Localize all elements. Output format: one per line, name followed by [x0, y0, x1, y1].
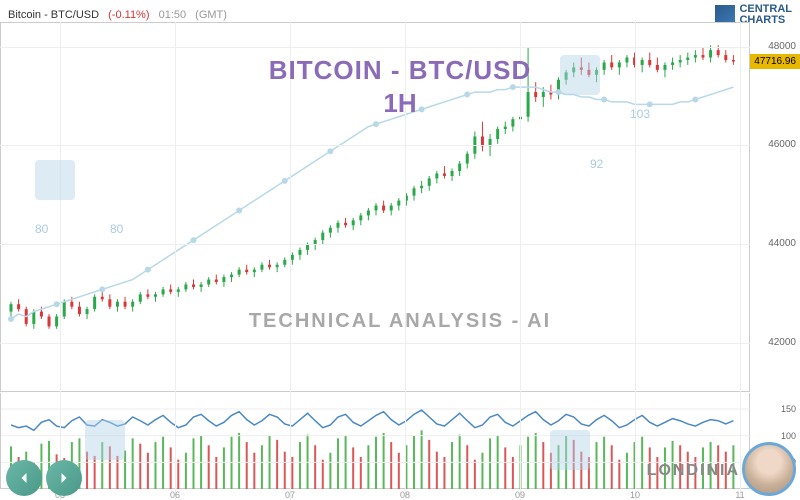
- header-info: Bitcoin - BTC/USD (-0.11%) 01:50 (GMT): [8, 9, 233, 21]
- timezone: (GMT): [195, 9, 227, 21]
- brand-watermark: LONDINIA: [647, 462, 740, 480]
- tech-analysis-label: TECHNICAL ANALYSIS - AI: [0, 310, 800, 333]
- nav-prev-button[interactable]: [6, 460, 42, 496]
- price-change: (-0.11%): [108, 9, 149, 21]
- ticker-name: Bitcoin - BTC/USD: [8, 9, 99, 21]
- chart-title: BITCOIN - BTC/USD: [0, 55, 800, 86]
- timestamp: 01:50: [159, 9, 187, 21]
- chart-timeframe: 1H: [0, 88, 800, 119]
- avatar-icon[interactable]: [742, 442, 796, 496]
- nav-next-button[interactable]: [46, 460, 82, 496]
